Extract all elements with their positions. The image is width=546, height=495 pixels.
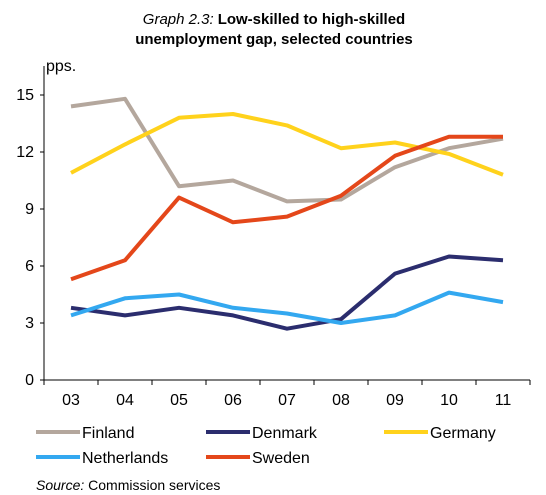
y-tick-label: 6 (25, 258, 34, 275)
x-tick-label: 09 (386, 392, 404, 409)
chart-title-line2: unemployment gap, selected countries (135, 31, 413, 48)
legend-label-netherlands: Netherlands (82, 450, 168, 467)
series-line-finland (70, 96, 504, 204)
y-axis-unit-label: pps. (46, 58, 76, 75)
source-label: Source: (36, 477, 84, 493)
legend-label-finland: Finland (82, 425, 134, 442)
series-line-denmark (70, 254, 504, 331)
series-line-sweden (70, 134, 503, 282)
y-tick-label: 3 (25, 315, 34, 332)
legend: Finland Denmark Germany Netherlands Sweden (36, 425, 496, 467)
x-tick-label: 08 (332, 392, 350, 409)
series-line-germany (70, 112, 504, 177)
x-tick-label: 11 (495, 392, 512, 409)
x-tick-label: 05 (170, 392, 188, 409)
series-group (70, 96, 504, 331)
x-tick-label: 04 (116, 392, 134, 409)
chart-title-prefix: Graph 2.3: (143, 11, 214, 28)
y-tick-label: 12 (16, 144, 34, 161)
legend-label-germany: Germany (430, 425, 496, 442)
x-tick-label: 07 (278, 392, 296, 409)
chart-title-line1: Graph 2.3: Low-skilled to high-skilled (143, 11, 405, 28)
legend-label-sweden: Sweden (252, 450, 310, 467)
legend-label-denmark: Denmark (252, 425, 318, 442)
source-note: Source: Commission services (36, 477, 220, 493)
x-tick-label: 03 (62, 392, 80, 409)
y-tick-label: 9 (25, 201, 34, 218)
chart-title-main: Low-skilled to high-skilled (218, 11, 406, 28)
x-tick-label: 10 (440, 392, 458, 409)
source-text: Commission services (84, 477, 220, 493)
x-tick-label: 06 (224, 392, 242, 409)
series-line-netherlands (70, 290, 504, 325)
y-tick-label: 15 (16, 87, 34, 104)
y-tick-label: 0 (25, 372, 34, 389)
